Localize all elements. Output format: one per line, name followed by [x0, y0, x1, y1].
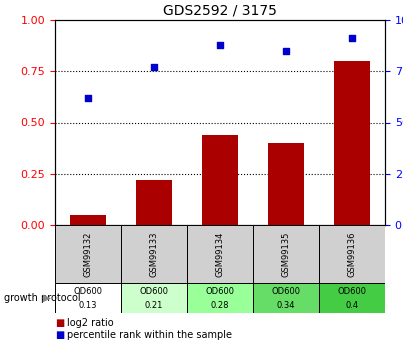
- Text: ▶: ▶: [43, 293, 51, 303]
- Text: GSM99134: GSM99134: [216, 231, 224, 277]
- Text: log2 ratio: log2 ratio: [67, 318, 114, 328]
- Bar: [121, 225, 187, 283]
- Bar: [319, 225, 385, 283]
- Text: OD600: OD600: [139, 287, 168, 296]
- Text: percentile rank within the sample: percentile rank within the sample: [67, 330, 232, 340]
- Bar: [55, 225, 121, 283]
- Text: ■: ■: [55, 330, 64, 340]
- Text: 0.21: 0.21: [145, 301, 163, 310]
- Text: GSM99135: GSM99135: [282, 231, 291, 277]
- Bar: [55, 283, 121, 313]
- Text: growth protocol: growth protocol: [4, 293, 81, 303]
- Text: 0.4: 0.4: [345, 301, 359, 310]
- Text: ■: ■: [55, 318, 64, 328]
- Text: OD600: OD600: [73, 287, 102, 296]
- Text: GSM99133: GSM99133: [150, 231, 158, 277]
- Bar: [253, 225, 319, 283]
- Text: OD600: OD600: [206, 287, 235, 296]
- Point: [283, 48, 289, 53]
- Text: GSM99132: GSM99132: [83, 231, 93, 277]
- Text: OD600: OD600: [337, 287, 366, 296]
- Bar: [187, 283, 253, 313]
- Bar: [187, 225, 253, 283]
- Bar: [202, 135, 238, 225]
- Title: GDS2592 / 3175: GDS2592 / 3175: [163, 3, 277, 18]
- Point: [217, 42, 223, 47]
- Bar: [70, 215, 106, 225]
- Bar: [268, 143, 304, 225]
- Bar: [136, 180, 172, 225]
- Point: [349, 36, 355, 41]
- Text: GSM99136: GSM99136: [347, 231, 357, 277]
- Bar: [334, 61, 370, 225]
- Text: 0.28: 0.28: [211, 301, 229, 310]
- Text: 0.34: 0.34: [277, 301, 295, 310]
- Text: 0.13: 0.13: [79, 301, 97, 310]
- Bar: [319, 283, 385, 313]
- Bar: [121, 283, 187, 313]
- Bar: [253, 283, 319, 313]
- Point: [85, 95, 91, 101]
- Point: [151, 65, 157, 70]
- Text: OD600: OD600: [272, 287, 301, 296]
